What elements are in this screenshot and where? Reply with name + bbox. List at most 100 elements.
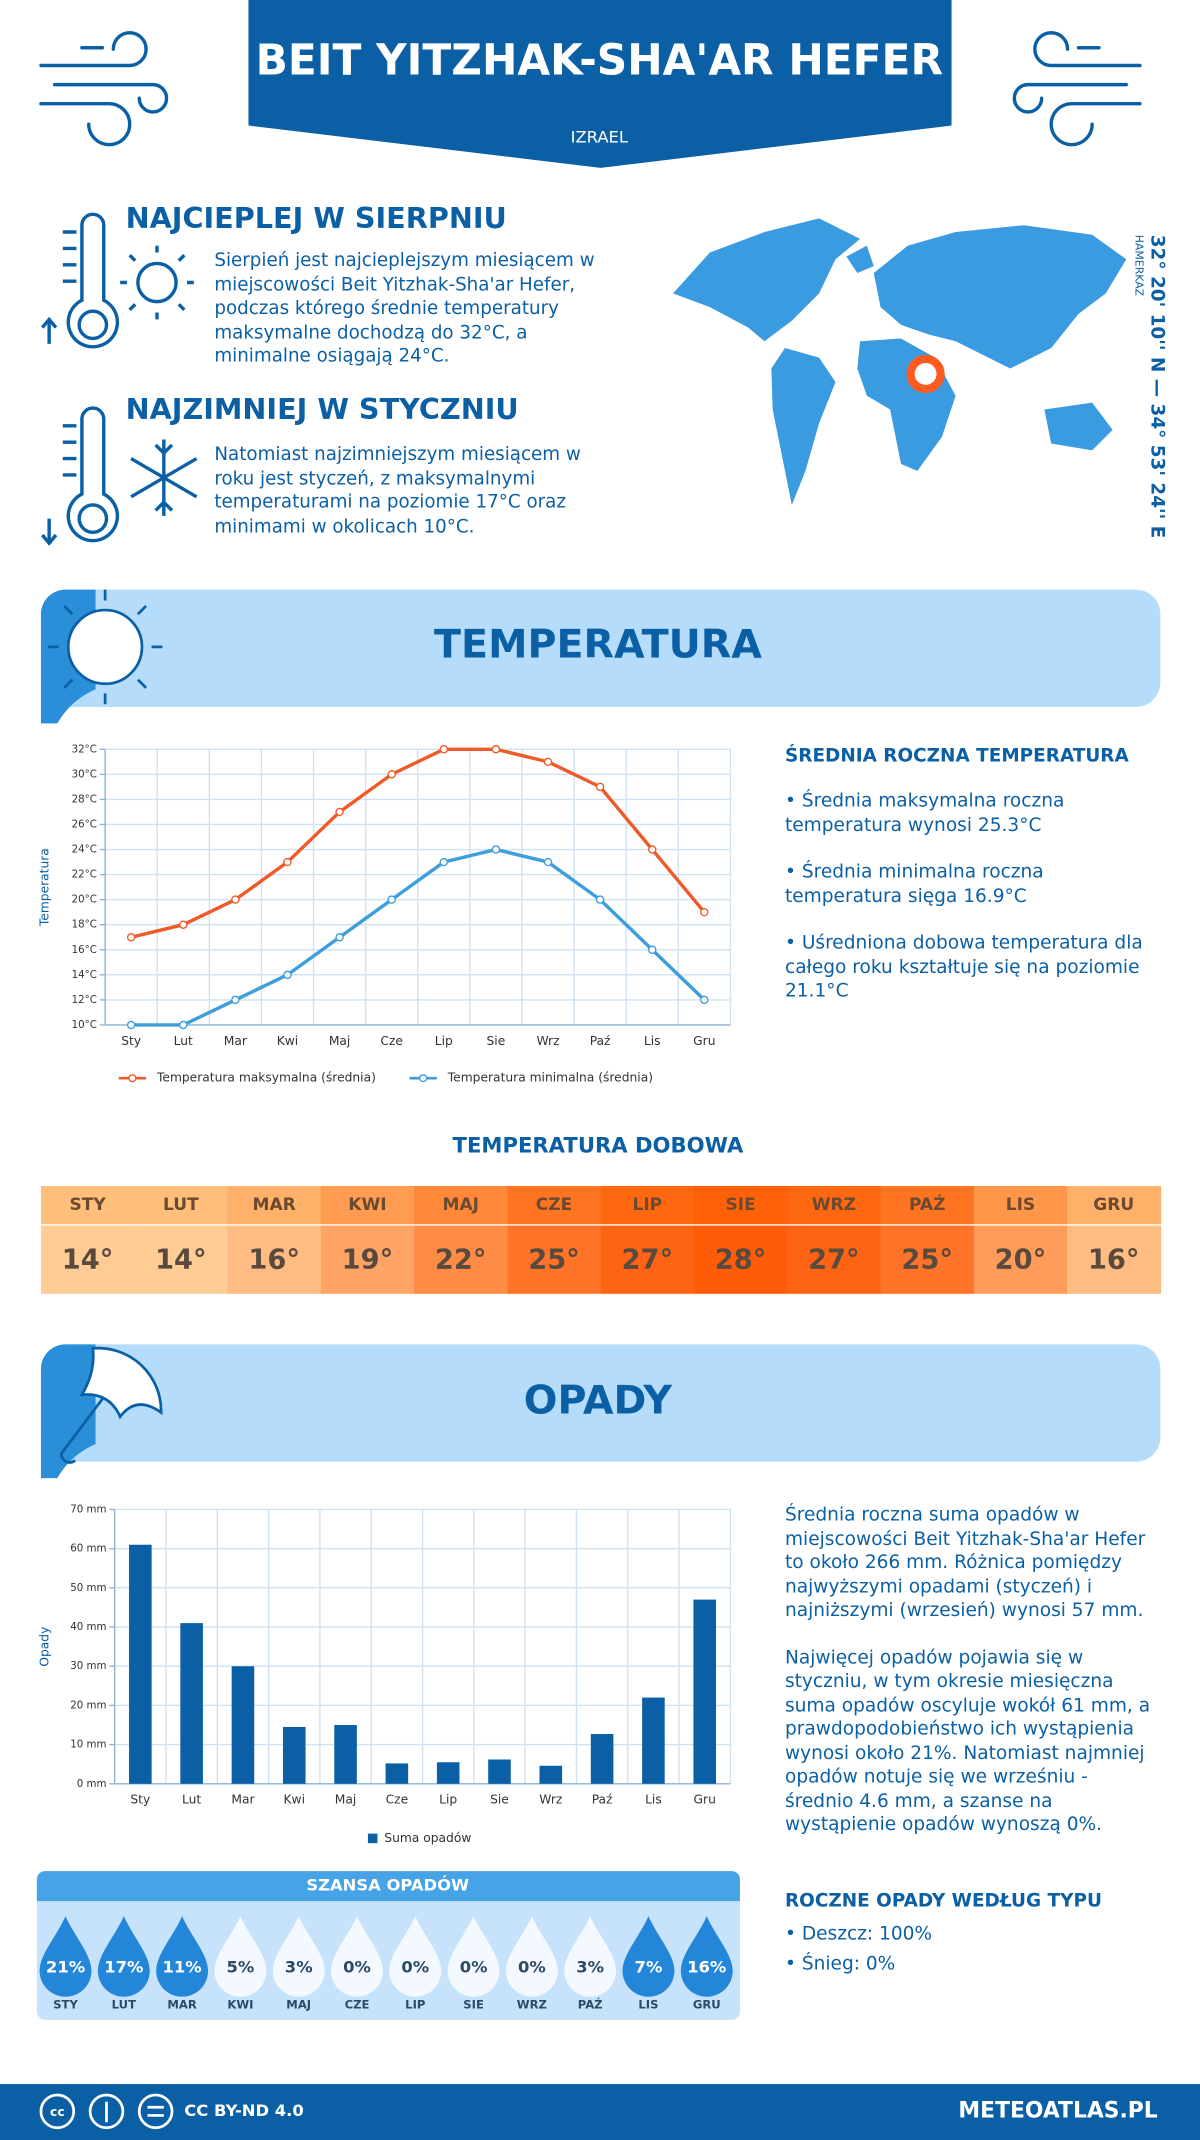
x-tick-label: Maj — [329, 1034, 351, 1048]
point — [335, 807, 344, 817]
daily-value: 20° — [995, 1245, 1047, 1276]
drop-label: 0% — [518, 1958, 546, 1977]
legend-marker — [128, 1074, 137, 1083]
drop — [680, 1916, 733, 1997]
point — [335, 933, 344, 942]
drop-month: CZE — [345, 1997, 370, 2011]
daily-cell — [320, 1225, 415, 1294]
point — [283, 857, 292, 867]
drop-label: 16% — [687, 1958, 726, 1977]
drop-month: LIP — [405, 1997, 426, 2011]
section-title: TEMPERATURA — [434, 621, 762, 667]
chart: 10°C 12°C 14°C 16°C 18°C 20°C 22°C 24°C 26°C 28°C… — [38, 744, 732, 1085]
types: • Deszcz: 100% • Śnieg: 0% — [785, 1923, 1140, 1982]
drop — [214, 1916, 267, 1997]
point — [283, 970, 292, 980]
daily-cell — [693, 1225, 788, 1294]
daily-header-cell — [227, 1186, 322, 1225]
x-tick-label: Gru — [693, 1034, 715, 1048]
drop-label: 3% — [576, 1958, 604, 1977]
daily-table: STY 14° LUT 14° MAR 16° KWI 19° MAJ 22° CZE 25° LIP 2… — [40, 1186, 1162, 1294]
footer — [0, 2084, 1200, 2140]
y-tick-label: 18°C — [72, 920, 97, 931]
x-tick-label: Lut — [174, 1034, 193, 1048]
daily-header-cell — [40, 1186, 135, 1225]
location-marker — [906, 354, 945, 394]
drop — [331, 1916, 383, 1997]
drop — [39, 1916, 92, 1997]
drop — [156, 1916, 209, 1997]
summary-item: • Średnia maksymalna roczna temperatura … — [784, 790, 1065, 836]
x-tick-label: Cze — [380, 1034, 403, 1048]
x-tick-label: Cze — [386, 1793, 409, 1807]
point — [231, 895, 240, 904]
legend-label: Suma opadów — [384, 1831, 471, 1845]
chance-header — [36, 1871, 740, 1902]
bar — [334, 1725, 357, 1784]
daily-value: 28° — [715, 1245, 767, 1276]
y-tick-label: 16°C — [72, 945, 97, 956]
point — [439, 857, 449, 867]
daily-header-cell — [1067, 1186, 1162, 1225]
point — [387, 895, 396, 904]
chance-title: SZANSA OPADÓW — [306, 1876, 469, 1895]
y-tick-label: 20°C — [72, 895, 97, 906]
type-item: • Śnieg: 0% — [784, 1952, 896, 1975]
bar — [693, 1599, 717, 1784]
y-tick-label: 60 mm — [70, 1544, 106, 1555]
daily-value: 14° — [155, 1245, 207, 1276]
point — [700, 907, 709, 917]
daily-value: 25° — [528, 1245, 580, 1276]
precip-text: Średnia roczna suma opadów w miejscowośc… — [785, 1504, 1151, 1861]
wind-icon — [1012, 31, 1142, 147]
thermometer-hot-icon — [41, 212, 194, 349]
drop — [272, 1916, 325, 1997]
cc-glyph: cc — [50, 2105, 65, 2119]
daily-value: 19° — [342, 1245, 394, 1276]
daily-month: STY — [69, 1195, 106, 1215]
x-tick-label: Paź — [592, 1793, 613, 1807]
bar — [539, 1765, 563, 1784]
y-tick-label: 50 mm — [70, 1583, 106, 1594]
drop-month: MAR — [167, 1997, 197, 2011]
section-banner — [40, 589, 1161, 707]
point — [126, 1020, 136, 1030]
y-axis-label: Temperatura — [38, 848, 52, 927]
summary-title: ŚREDNIA ROCZNA TEMPERATURA — [784, 745, 1129, 768]
license-icons — [39, 2093, 174, 2130]
point — [179, 1020, 188, 1030]
y-tick-label: 40 mm — [70, 1622, 106, 1633]
drop-label: 17% — [104, 1958, 143, 1977]
sun-icon — [47, 589, 163, 705]
drop-month: LIS — [638, 1997, 658, 2011]
y-tick-label: 30 mm — [70, 1661, 106, 1672]
type-item: • Deszcz: 100% — [784, 1923, 933, 1945]
y-tick-label: 32°C — [72, 744, 97, 755]
drop — [447, 1916, 500, 1997]
drop-label: 3% — [285, 1958, 313, 1977]
drop-month: KWI — [227, 1997, 253, 2011]
site[interactable]: METEOATLAS.PL — [958, 2098, 1157, 2123]
point — [595, 895, 605, 904]
bar — [129, 1544, 152, 1784]
bar — [436, 1762, 460, 1784]
drop-label: 21% — [46, 1958, 85, 1977]
types-title: ROCZNE OPADY WEDŁUG TYPU — [784, 1890, 1102, 1913]
x-tick-label: Mar — [224, 1034, 248, 1048]
daily-value: 25° — [901, 1245, 953, 1276]
x-tick-label: Kwi — [277, 1034, 298, 1048]
daily-cell — [134, 1225, 229, 1294]
x-tick-label: Lip — [435, 1034, 453, 1048]
banner-accent — [40, 1344, 96, 1479]
precip-paragraph: Najwięcej opadów pojawia się w styczniu,… — [784, 1646, 1151, 1836]
bar — [231, 1666, 255, 1784]
coldest-title: NAJZIMNIEJ W STYCZNIU — [125, 393, 519, 426]
daily-header-cell — [134, 1186, 229, 1225]
chart: 0 mm 10 mm 20 mm 30 mm 40 mm 50 mm 60 mm 70 mm S… — [38, 1504, 732, 1845]
point — [700, 995, 709, 1005]
y-tick-label: 70 mm — [70, 1504, 106, 1515]
y-tick-label: 28°C — [72, 794, 97, 805]
point — [543, 857, 553, 867]
